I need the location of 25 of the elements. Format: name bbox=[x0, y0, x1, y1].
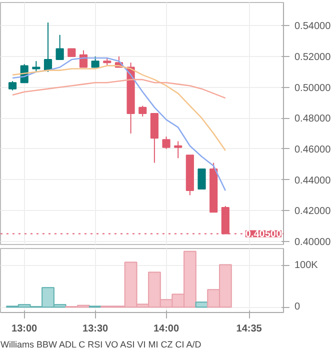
candlestick bbox=[174, 140, 182, 159]
candlestick bbox=[162, 136, 170, 150]
candlestick bbox=[198, 168, 206, 190]
y-tick-label: 0.52000 bbox=[294, 52, 332, 63]
candlestick bbox=[56, 34, 64, 60]
x-tick-label: 13:30 bbox=[82, 324, 109, 334]
candlestick bbox=[138, 105, 147, 118]
candlestick bbox=[8, 80, 17, 91]
y-tick-label: 0.40000 bbox=[294, 236, 332, 248]
x-tick-label: 14:00 bbox=[153, 324, 180, 334]
y-tick-label: 0.48000 bbox=[294, 114, 332, 125]
y-tick-label: 100K bbox=[294, 260, 318, 272]
y-tick-label: 0.46000 bbox=[294, 144, 332, 156]
y-tick-label: 0.50000 bbox=[294, 82, 332, 94]
text: Williams BBW ADL C RSI VO ASI VI MI CZ CI A/D bbox=[0, 340, 202, 349]
line-series bbox=[12, 78, 226, 99]
y-tick-label: 0.44000 bbox=[294, 175, 332, 186]
y-tick-label: 0 bbox=[294, 302, 300, 313]
y-tick-label: 0.54000 bbox=[294, 21, 332, 32]
ref-line-label: 0.40500 bbox=[245, 229, 282, 240]
candlestick bbox=[32, 60, 40, 72]
y-tick-label: 0.42000 bbox=[294, 206, 332, 218]
x-tick-label: 13:00 bbox=[12, 324, 38, 334]
x-tick-label: 14:35 bbox=[236, 324, 262, 334]
candlestick bbox=[91, 56, 100, 68]
